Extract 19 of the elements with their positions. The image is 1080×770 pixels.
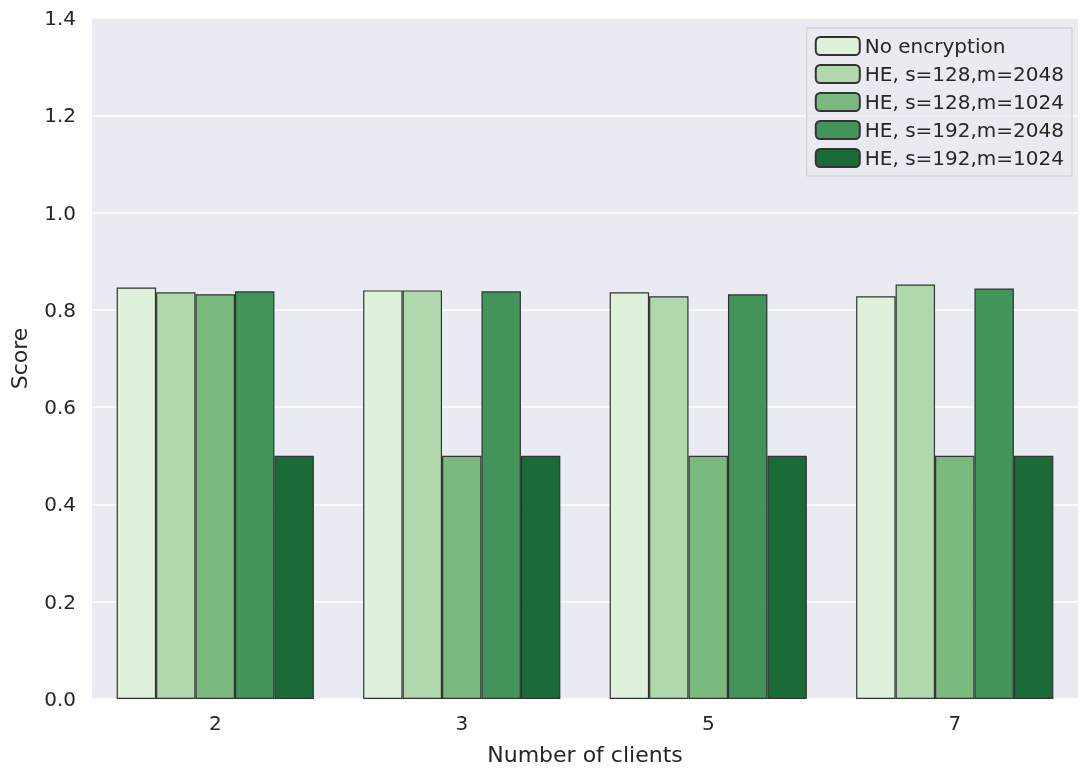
x-axis-title: Number of clients [487,741,683,767]
x-tick-label: 2 [208,711,222,735]
legend-label: HE, s=192,m=1024 [864,146,1065,170]
y-tick-label: 1.0 [44,200,76,225]
y-tick-label: 0.6 [44,395,76,420]
y-tick-label: 0.0 [44,687,76,711]
y-tick-label: 0.2 [44,589,76,614]
legend-label: HE, s=192,m=2048 [864,118,1065,142]
y-axis-title: Score [6,327,32,390]
y-tick-label: 0.4 [44,492,76,517]
x-tick-label: 7 [948,711,962,735]
y-tick-label: 1.2 [44,103,76,128]
legend-label: No encryption [864,34,1006,58]
x-tick-label: 5 [701,711,715,735]
x-tick-label: 3 [455,711,469,735]
y-tick-label: 1.4 [44,6,76,30]
y-tick-label: 0.8 [44,297,76,322]
legend-label: HE, s=128,m=1024 [864,90,1065,114]
legend-label: HE, s=128,m=2048 [864,62,1065,86]
